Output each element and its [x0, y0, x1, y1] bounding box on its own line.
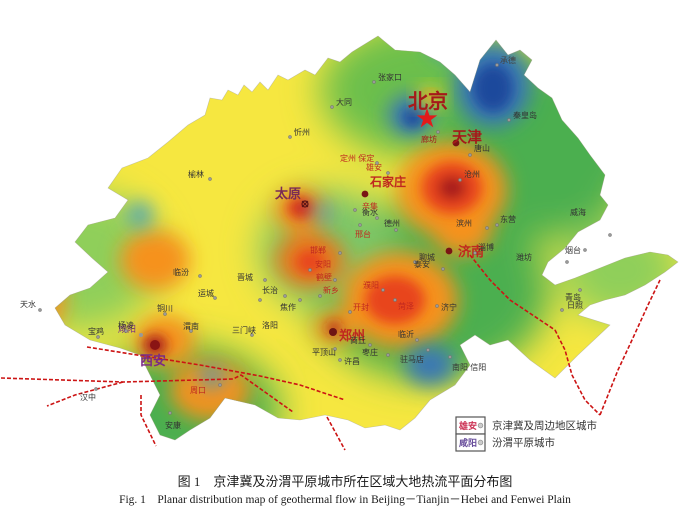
svg-text:日照: 日照 [567, 301, 583, 310]
svg-text:西安: 西安 [140, 353, 166, 368]
svg-text:长治: 长治 [262, 285, 278, 295]
svg-text:汉中: 汉中 [80, 392, 96, 402]
svg-text:洛阳: 洛阳 [262, 320, 278, 330]
svg-text:菏泽: 菏泽 [398, 301, 414, 311]
svg-text:榆林: 榆林 [188, 169, 204, 179]
svg-text:淄博: 淄博 [478, 242, 494, 252]
svg-text:雄安: 雄安 [366, 162, 382, 172]
svg-text:渭南: 渭南 [183, 321, 199, 331]
svg-text:泰安: 泰安 [414, 259, 430, 269]
svg-text:咸阳: 咸阳 [459, 437, 477, 448]
svg-text:汾渭平原城市: 汾渭平原城市 [492, 436, 555, 449]
svg-text:晋城: 晋城 [237, 273, 253, 282]
svg-text:周口: 周口 [190, 386, 206, 395]
svg-text:德州: 德州 [384, 218, 400, 228]
svg-text:宝鸡: 宝鸡 [88, 326, 104, 336]
svg-text:临汾: 临汾 [173, 267, 189, 277]
svg-text:开封: 开封 [353, 302, 369, 312]
svg-text:潍坊: 潍坊 [516, 252, 532, 262]
svg-text:运城: 运城 [198, 289, 214, 298]
svg-text:秦皇岛: 秦皇岛 [513, 110, 537, 120]
svg-text:濮阳: 濮阳 [363, 280, 379, 290]
svg-text:新乡: 新乡 [323, 285, 339, 295]
svg-text:济宁: 济宁 [441, 302, 457, 312]
svg-text:雄安: 雄安 [458, 420, 477, 431]
svg-text:平顶山: 平顶山 [312, 347, 336, 357]
svg-text:忻州: 忻州 [294, 127, 310, 137]
svg-text:滨州: 滨州 [456, 218, 472, 228]
svg-text:图 1 京津冀及汾渭平原城市所在区域大地热流平面分布图: 图 1 京津冀及汾渭平原城市所在区域大地热流平面分布图 [178, 474, 513, 489]
svg-text:东营: 东营 [500, 214, 516, 224]
svg-text:张家口: 张家口 [378, 72, 402, 82]
svg-text:烟台: 烟台 [565, 245, 581, 255]
svg-text:承德: 承德 [500, 55, 516, 65]
svg-text:石家庄: 石家庄 [369, 174, 406, 189]
svg-text:安阳: 安阳 [315, 259, 331, 269]
svg-text:威海: 威海 [570, 207, 586, 217]
svg-text:沧州: 沧州 [464, 169, 480, 179]
svg-text:三门峡: 三门峡 [232, 325, 256, 335]
svg-text:邢台: 邢台 [355, 229, 371, 239]
svg-text:枣庄: 枣庄 [362, 347, 378, 357]
svg-text:临沂: 临沂 [398, 329, 414, 339]
svg-text:天水: 天水 [20, 299, 36, 309]
svg-text:铜川: 铜川 [157, 303, 173, 313]
svg-text:安康: 安康 [165, 420, 181, 430]
svg-text:北京: 北京 [408, 89, 448, 113]
svg-text:商丘: 商丘 [350, 335, 366, 345]
svg-text:唐山: 唐山 [474, 143, 490, 153]
svg-text:南阳 信阳: 南阳 信阳 [452, 362, 486, 372]
svg-text:定州 保定: 定州 保定 [340, 153, 374, 163]
svg-text:驻马店: 驻马店 [400, 354, 424, 364]
svg-text:廊坊: 廊坊 [421, 134, 437, 144]
svg-text:杨凌: 杨凌 [118, 320, 134, 330]
svg-text:太原: 太原 [274, 186, 301, 201]
svg-text:鹤壁: 鹤壁 [316, 272, 332, 282]
svg-text:辛集: 辛集 [362, 201, 378, 211]
svg-text:京津冀及周边地区城市: 京津冀及周边地区城市 [492, 419, 597, 432]
svg-text:焦作: 焦作 [280, 302, 296, 312]
svg-text:邯郸: 邯郸 [310, 245, 326, 255]
svg-text:许昌: 许昌 [344, 356, 360, 366]
svg-text:Fig. 1 Planar distribution map: Fig. 1 Planar distribution map of geothe… [119, 494, 571, 506]
svg-text:大同: 大同 [336, 97, 352, 107]
